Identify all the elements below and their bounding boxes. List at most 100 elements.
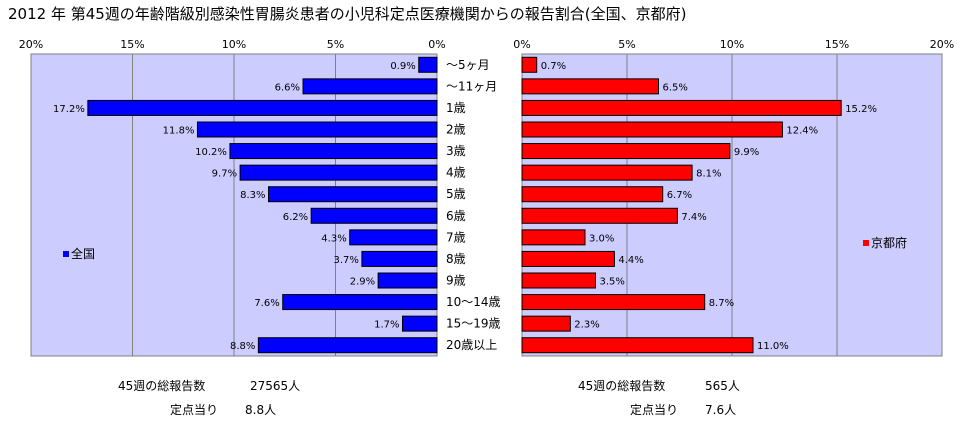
data-label-national: 8.8% [230,341,255,352]
data-label-kyoto: 6.5% [663,82,688,93]
data-label-national: 17.2% [53,104,85,115]
category-label: 9歳 [446,274,466,288]
national-per-label: 定点当り [170,402,218,417]
data-label-national: 9.7% [212,169,237,180]
bar-kyoto [521,56,538,73]
tick-label-right: 15% [825,38,849,51]
data-label-national: 4.3% [321,233,346,244]
national-total-label: 45週の総報告数 [118,378,205,393]
tick-label-left: 0% [428,38,445,51]
footer-national: 45週の総報告数 27565人 定点当り 8.8人 [118,378,300,417]
bar-kyoto [521,272,596,289]
data-label-national: 8.3% [240,190,265,201]
category-label: 10～14歳 [446,295,501,309]
legend-national: 全国 [63,246,95,261]
category-label: 4歳 [446,166,466,180]
bar-kyoto [521,78,659,95]
bar-kyoto [521,294,706,311]
data-label-national: 6.6% [275,82,300,93]
tick-label-left: 10% [222,38,246,51]
category-label: ～5ヶ月 [446,58,490,72]
bar-kyoto [521,315,571,332]
bar-national [302,78,438,95]
bar-national [418,56,438,73]
bar-kyoto [521,250,615,267]
series-national-bars: 0.9% 6.6% 17.2% 11.8%10.2% 9.7%8.3% 6.2% 4.3% 3… [53,56,438,354]
bar-kyoto [521,337,754,354]
axis-ticks: 0% 0% 5% 5% 10% 10% 15% 15% 20% 20% [19,38,954,51]
bar-kyoto [521,229,586,246]
bar-kyoto [521,121,783,138]
category-label: 5歳 [446,187,466,201]
tick-label-left: 15% [120,38,144,51]
kyoto-per-value: 7.6人 [705,403,736,417]
category-labels: ～5ヶ月 ～11ヶ月 1歳 2歳 3歳 4歳 5歳 6歳 7歳 8歳 9歳 10～14歳 15～19歳 2… [446,58,501,352]
data-label-kyoto: 11.0% [757,341,789,352]
bar-national [349,229,438,246]
data-label-national: 3.7% [333,255,358,266]
category-label: 6歳 [446,209,466,223]
data-label-national: 10.2% [195,147,227,158]
data-label-kyoto: 7.4% [681,212,706,223]
legend-swatch-national [63,251,69,257]
legend-label-kyoto: 京都府 [871,235,907,250]
bar-kyoto [521,99,842,116]
bar-national [310,207,438,224]
bar-national [268,186,438,203]
bar-national [401,315,438,332]
data-label-kyoto: 12.4% [786,126,818,137]
data-label-national: 6.2% [283,212,308,223]
category-label: ～11ヶ月 [446,79,497,93]
data-label-national: 2.9% [350,277,375,288]
data-label-national: 11.8% [163,126,195,137]
category-label: 3歳 [446,144,466,158]
bar-kyoto [521,164,693,181]
legend-swatch-kyoto [863,240,869,246]
kyoto-total-value: 565人 [705,379,740,393]
tick-label-right: 5% [618,38,635,51]
bar-national [282,294,438,311]
bar-kyoto [521,143,731,160]
series-kyoto-bars: 0.7% 6.5% 15.2% 12.4% 9.9% 8.1% 6.7% 7.4% 3.0% 4.… [521,56,877,354]
data-label-kyoto: 8.1% [696,169,721,180]
data-label-national: 7.6% [254,298,279,309]
data-label-national: 0.9% [390,61,415,72]
data-label-kyoto: 3.5% [600,277,625,288]
category-label: 2歳 [446,123,466,137]
kyoto-total-label: 45週の総報告数 [578,378,665,393]
data-label-kyoto: 3.0% [589,233,614,244]
kyoto-per-label: 定点当り [630,402,678,417]
category-label: 15～19歳 [446,317,501,331]
tick-label-left: 20% [19,38,43,51]
bar-national [257,337,438,354]
data-label-kyoto: 2.3% [574,320,599,331]
data-label-kyoto: 0.7% [541,61,566,72]
footer-kyoto: 45週の総報告数 565人 定点当り 7.6人 [578,378,740,417]
tick-label-right: 0% [513,38,530,51]
category-label: 7歳 [446,230,466,244]
category-label: 1歳 [446,101,466,115]
chart-title: 2012 年 第45週の年齢階級別感染性胃腸炎患者の小児科定点医療機関からの報告… [8,5,687,23]
bar-national [377,272,438,289]
tick-label-left: 5% [327,38,344,51]
category-label: 20歳以上 [446,338,497,352]
legend-label-national: 全国 [71,246,95,261]
national-total-value: 27565人 [250,379,300,393]
tick-label-right: 20% [930,38,954,51]
bar-kyoto [521,186,664,203]
bar-national [361,250,438,267]
data-label-national: 1.7% [374,320,399,331]
data-label-kyoto: 15.2% [845,104,877,115]
data-label-kyoto: 9.9% [734,147,759,158]
legend-kyoto: 京都府 [863,235,907,250]
data-label-kyoto: 6.7% [667,190,692,201]
category-label: 8歳 [446,252,466,266]
bar-national [87,99,438,116]
national-per-value: 8.8人 [245,403,276,417]
bar-national [239,164,438,181]
tick-label-right: 10% [720,38,744,51]
data-label-kyoto: 4.4% [618,255,643,266]
bar-kyoto [521,207,678,224]
bar-national [196,121,438,138]
